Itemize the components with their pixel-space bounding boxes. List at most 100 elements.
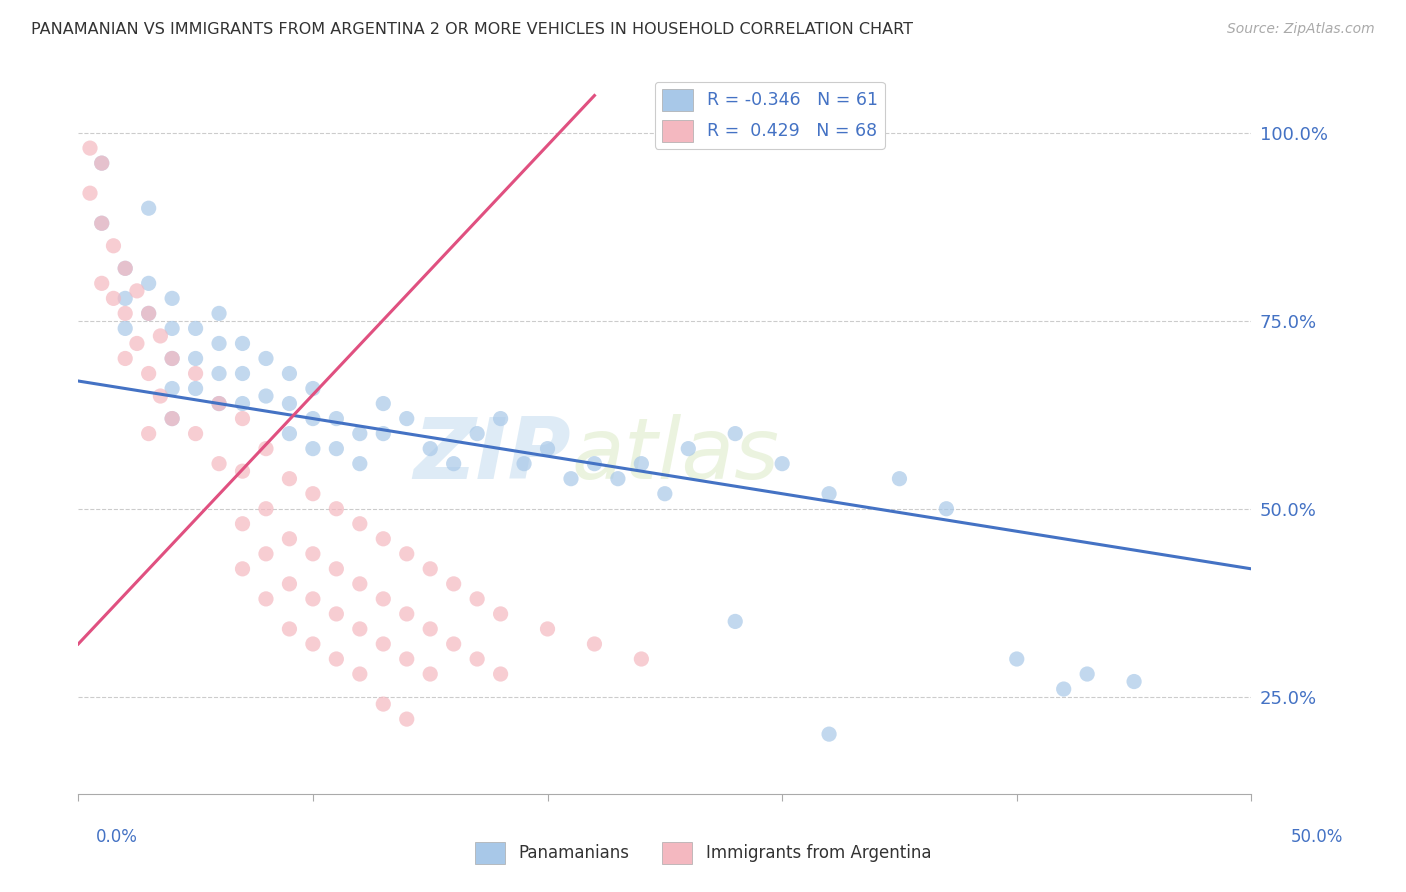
Point	[254, 547, 277, 561]
Point	[114, 291, 136, 305]
Point	[395, 712, 418, 726]
Point	[630, 652, 652, 666]
Point	[325, 411, 347, 425]
Point	[373, 396, 395, 410]
Point	[395, 547, 418, 561]
Point	[138, 426, 160, 441]
Point	[79, 186, 101, 201]
Point	[231, 367, 253, 381]
Point	[90, 156, 112, 170]
Point	[325, 652, 347, 666]
Point	[231, 516, 253, 531]
Point	[231, 396, 253, 410]
Point	[184, 351, 207, 366]
Point	[138, 306, 160, 320]
Point	[536, 622, 558, 636]
Point	[254, 442, 277, 456]
Point	[231, 411, 253, 425]
Legend: Panamanians, Immigrants from Argentina: Panamanians, Immigrants from Argentina	[468, 836, 938, 871]
Point	[536, 442, 558, 456]
Point	[138, 201, 160, 215]
Point	[373, 426, 395, 441]
Point	[208, 457, 231, 471]
Point	[208, 396, 231, 410]
Point	[302, 547, 325, 561]
Point	[419, 622, 441, 636]
Point	[125, 336, 148, 351]
Point	[138, 367, 160, 381]
Point	[349, 426, 371, 441]
Text: PANAMANIAN VS IMMIGRANTS FROM ARGENTINA 2 OR MORE VEHICLES IN HOUSEHOLD CORRELAT: PANAMANIAN VS IMMIGRANTS FROM ARGENTINA …	[31, 22, 912, 37]
Point	[724, 426, 747, 441]
Point	[443, 637, 465, 651]
Point	[278, 577, 301, 591]
Point	[770, 457, 793, 471]
Point	[1123, 674, 1146, 689]
Point	[583, 637, 606, 651]
Point	[1076, 667, 1098, 681]
Point	[302, 591, 325, 606]
Point	[278, 472, 301, 486]
Point	[103, 291, 125, 305]
Point	[208, 396, 231, 410]
Point	[583, 457, 606, 471]
Point	[630, 457, 652, 471]
Point	[114, 321, 136, 335]
Point	[90, 216, 112, 230]
Point	[818, 486, 841, 500]
Point	[395, 411, 418, 425]
Point	[560, 472, 582, 486]
Point	[302, 637, 325, 651]
Point	[465, 591, 488, 606]
Point	[349, 667, 371, 681]
Point	[90, 216, 112, 230]
Point	[349, 577, 371, 591]
Point	[419, 562, 441, 576]
Text: ZIP: ZIP	[413, 414, 571, 497]
Point	[278, 622, 301, 636]
Point	[349, 622, 371, 636]
Point	[419, 442, 441, 456]
Point	[184, 426, 207, 441]
Point	[103, 239, 125, 253]
Point	[149, 389, 172, 403]
Point	[325, 442, 347, 456]
Point	[138, 277, 160, 291]
Point	[184, 367, 207, 381]
Point	[114, 261, 136, 276]
Point	[325, 562, 347, 576]
Point	[654, 486, 676, 500]
Point	[302, 411, 325, 425]
Point	[325, 607, 347, 621]
Text: 0.0%: 0.0%	[96, 828, 138, 846]
Point	[90, 277, 112, 291]
Point	[465, 426, 488, 441]
Point	[254, 501, 277, 516]
Point	[489, 411, 512, 425]
Point	[349, 516, 371, 531]
Point	[160, 351, 183, 366]
Text: atlas: atlas	[571, 414, 779, 497]
Text: Source: ZipAtlas.com: Source: ZipAtlas.com	[1227, 22, 1375, 37]
Point	[373, 697, 395, 711]
Point	[278, 396, 301, 410]
Point	[373, 591, 395, 606]
Point	[160, 411, 183, 425]
Point	[208, 367, 231, 381]
Point	[302, 382, 325, 396]
Point	[114, 306, 136, 320]
Point	[373, 532, 395, 546]
Point	[489, 607, 512, 621]
Point	[325, 501, 347, 516]
Point	[395, 607, 418, 621]
Point	[678, 442, 700, 456]
Point	[160, 321, 183, 335]
Point	[160, 411, 183, 425]
Point	[889, 472, 911, 486]
Point	[724, 615, 747, 629]
Point	[1005, 652, 1028, 666]
Point	[231, 562, 253, 576]
Point	[302, 486, 325, 500]
Point	[125, 284, 148, 298]
Point	[489, 667, 512, 681]
